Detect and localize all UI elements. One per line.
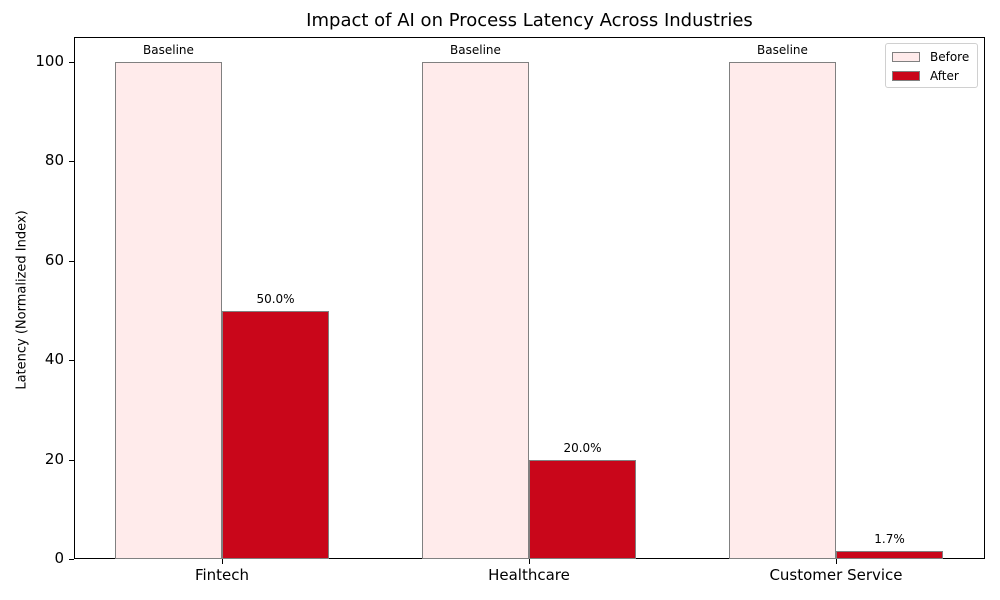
bar-label-before: Baseline (143, 43, 194, 57)
y-tick (69, 260, 74, 262)
y-tick-label: 20 (44, 449, 64, 468)
y-tick-label: 80 (44, 151, 64, 170)
x-tick-label: Fintech (194, 566, 250, 584)
y-tick (69, 161, 74, 163)
legend-swatch-before (892, 52, 920, 62)
bar-after (222, 310, 329, 559)
chart-title: Impact of AI on Process Latency Across I… (306, 10, 753, 31)
bar-after (529, 459, 636, 559)
legend-item-after: After (892, 68, 959, 84)
x-tick (529, 559, 530, 564)
bar-before (729, 62, 836, 559)
bar-label-after: 20.0% (563, 440, 602, 455)
legend-swatch-after (892, 71, 920, 81)
bar-label-after: 1.7% (874, 531, 905, 546)
y-tick (69, 459, 74, 461)
legend: Before After (885, 43, 978, 88)
y-tick (69, 559, 74, 560)
legend-label-before: Before (930, 50, 970, 64)
bar-before (422, 62, 529, 559)
x-tick-label: Customer Service (769, 566, 903, 584)
x-tick-label: Healthcare (488, 566, 570, 584)
x-tick (222, 559, 223, 564)
y-tick-label: 100 (35, 52, 64, 70)
y-tick (69, 360, 74, 362)
bar-label-after: 50.0% (256, 291, 295, 306)
bar-before (115, 62, 222, 559)
y-tick-label: 40 (44, 350, 64, 369)
x-tick (836, 559, 837, 564)
bar-after (836, 550, 943, 559)
legend-label-after: After (930, 69, 959, 83)
y-tick-label: 60 (44, 250, 64, 269)
legend-item-before: Before (892, 49, 969, 65)
y-tick-label: 0 (54, 549, 64, 567)
bar-label-before: Baseline (757, 43, 808, 57)
y-tick (69, 62, 74, 63)
bar-label-before: Baseline (450, 43, 501, 57)
